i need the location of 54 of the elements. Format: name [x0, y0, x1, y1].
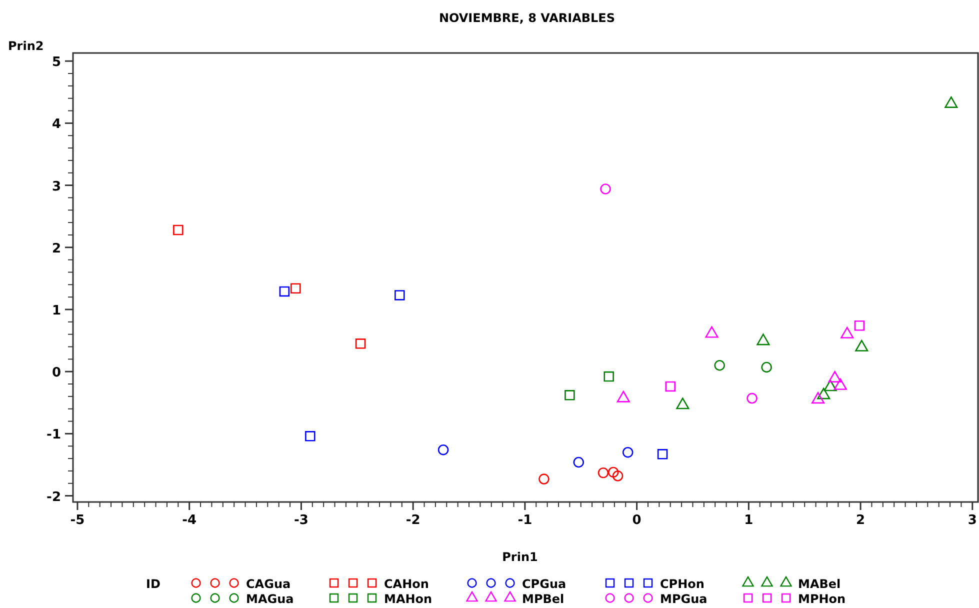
- legend-label: MPBel: [522, 592, 564, 606]
- point: [290, 283, 301, 294]
- x-tick-label: -3: [294, 513, 308, 528]
- point: [811, 392, 825, 404]
- point: [608, 466, 619, 478]
- point: [622, 446, 634, 458]
- legend-label: MAHon: [384, 592, 432, 606]
- legend-label: MAGua: [246, 592, 294, 606]
- point: [598, 467, 609, 478]
- point: [714, 360, 725, 371]
- y-tick-label: 4: [52, 117, 61, 132]
- x-tick-label: -2: [406, 513, 420, 528]
- legend-label: CAGua: [246, 577, 291, 591]
- x-tick-label: -4: [182, 513, 197, 528]
- legend-label: CPHon: [660, 577, 704, 591]
- point: [305, 431, 316, 442]
- chart-title: NOVIEMBRE, 8 VARIABLES: [438, 11, 616, 25]
- point: [573, 456, 584, 468]
- x-axis-title: Prin1: [502, 550, 538, 564]
- point: [564, 390, 575, 400]
- point: [854, 320, 865, 331]
- y-tick-label: -1: [46, 428, 61, 443]
- y-tick-label: 2: [52, 241, 61, 256]
- legend-label: MABel: [798, 577, 841, 591]
- point: [746, 392, 758, 404]
- y-tick-label: 3: [52, 179, 61, 194]
- y-tick-label: 0: [52, 366, 61, 381]
- legend-label: MPHon: [798, 592, 846, 606]
- y-tick-label: 5: [52, 55, 61, 70]
- legend-title: ID: [146, 577, 160, 591]
- point: [600, 184, 611, 194]
- point: [173, 224, 184, 236]
- x-tick-label: -1: [518, 513, 532, 528]
- point: [665, 381, 676, 392]
- point: [612, 470, 624, 482]
- point: [438, 444, 449, 456]
- point: [355, 338, 366, 349]
- y-tick-label: 1: [52, 303, 61, 318]
- x-tick-label: 0: [632, 513, 642, 528]
- legend-label: MPGua: [660, 592, 708, 606]
- point: [394, 290, 405, 300]
- legend-label: CAHon: [384, 577, 429, 591]
- y-axis-title: Prin2: [8, 39, 44, 53]
- x-tick-label: -5: [70, 513, 85, 528]
- x-tick-label: 2: [856, 513, 866, 528]
- x-tick-label: 1: [744, 513, 754, 528]
- point: [279, 286, 290, 297]
- point: [538, 474, 550, 484]
- point: [604, 371, 614, 382]
- x-tick-label: 3: [968, 513, 977, 528]
- point: [761, 362, 772, 373]
- y-tick-label: -2: [46, 490, 61, 505]
- point: [657, 449, 668, 460]
- legend-label: CPGua: [522, 577, 566, 591]
